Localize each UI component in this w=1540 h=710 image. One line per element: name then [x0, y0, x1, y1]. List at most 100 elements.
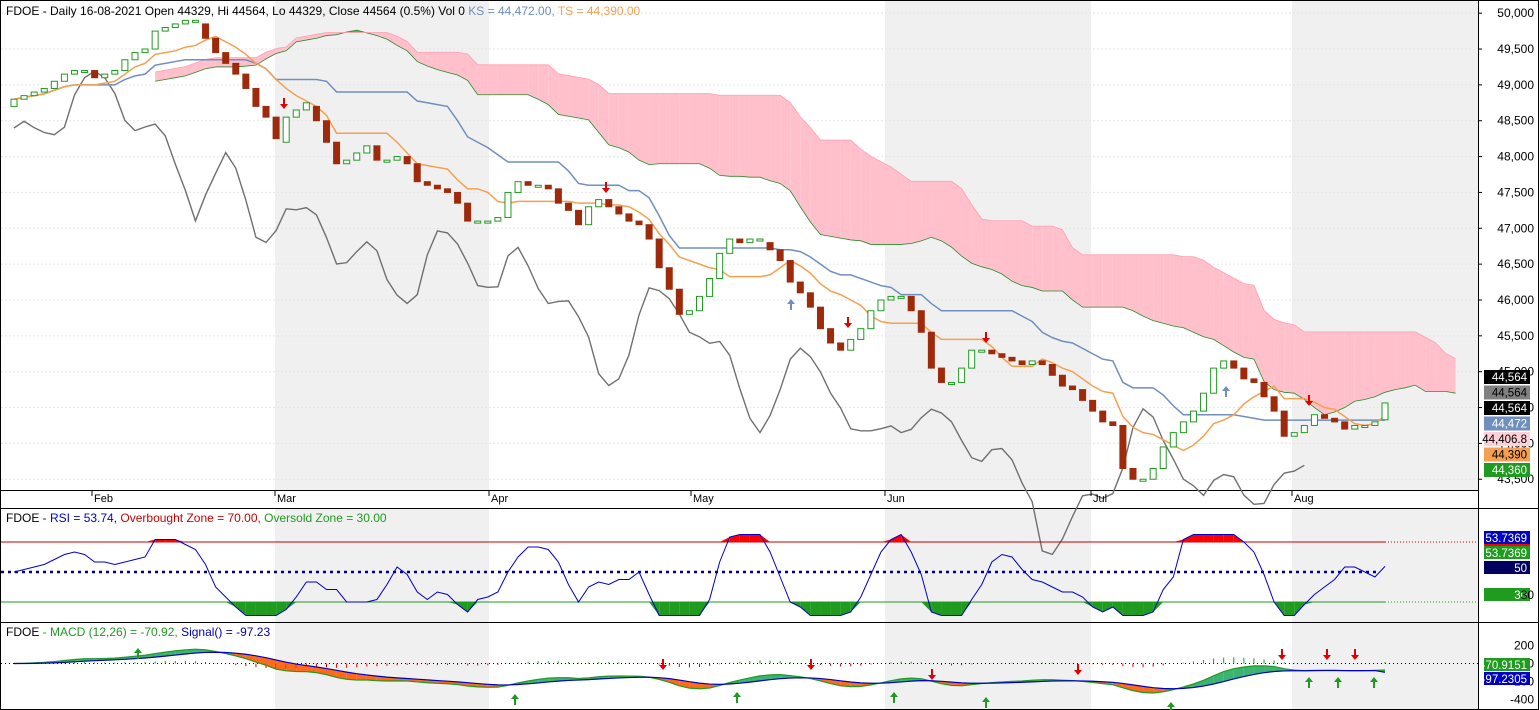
macd-fill: [286, 662, 297, 672]
macd-header-symbol: FDOE: [6, 625, 39, 639]
sell-arrow: [280, 98, 288, 109]
x-tick-label: Apr: [491, 493, 508, 505]
cloud-segment: [1364, 331, 1375, 400]
macd-fill: [255, 655, 267, 666]
cloud-segment: [699, 93, 710, 169]
cloud-segment: [1374, 331, 1385, 397]
rsi-tag: [1484, 588, 1530, 601]
macd-tag: [1484, 658, 1530, 671]
cloud-segment: [618, 93, 629, 153]
cloud-segment: [1022, 220, 1033, 288]
cloud-segment: [1284, 322, 1295, 394]
cloud-segment: [558, 73, 569, 117]
macd-tag: [1484, 672, 1530, 685]
candle-down: [796, 281, 804, 294]
rsi-oversold-fill: [941, 602, 952, 616]
cloud-segment: [1435, 342, 1446, 392]
candle-up: [141, 48, 149, 54]
price-grid: [1, 12, 1478, 480]
candle-down: [635, 220, 643, 226]
candle-up: [1371, 421, 1379, 426]
cloud-segment: [1334, 331, 1345, 413]
candle-up: [948, 381, 956, 385]
price-header-info: - Daily 16-08-2021 Open 44329, Hi 44564,…: [39, 4, 465, 18]
macd-fill: [1264, 665, 1275, 673]
candle-down: [1018, 360, 1026, 366]
macd-sell-arrow: [1074, 664, 1082, 675]
sell-arrow: [602, 182, 610, 193]
candle-down: [1038, 360, 1046, 366]
rsi-oversold-fill: [1092, 602, 1103, 612]
rsi-header-oversold: Oversold Zone = 30.00: [261, 511, 387, 525]
cloud-segment: [850, 140, 861, 241]
macd-buy-arrow: [1370, 677, 1378, 688]
candle-down: [1260, 381, 1268, 398]
candle-down: [615, 206, 623, 215]
candle-down: [917, 310, 925, 333]
cloud-segment: [1243, 283, 1254, 360]
rsi-overbought-fill: [729, 534, 740, 542]
cloud-segment: [1314, 331, 1325, 415]
macd-buy-arrow: [1334, 677, 1342, 688]
candle-up: [60, 73, 68, 82]
cloud-segment: [1253, 285, 1265, 382]
rsi-header-symbol: FDOE: [6, 511, 39, 525]
cloud-segment: [538, 64, 549, 105]
candle-up: [474, 220, 482, 224]
candle-down: [1079, 389, 1087, 401]
y-tick-label: 48,000: [1497, 150, 1534, 164]
rsi-overbought-fill: [165, 539, 176, 542]
candle-down: [222, 52, 230, 64]
macd-header-value: - MACD (12,26) = -70.92,: [39, 625, 177, 639]
cloud-segment: [1052, 226, 1063, 292]
sell-arrow: [982, 332, 990, 343]
candle-up: [1149, 467, 1157, 480]
kijun-sen-line: [13, 59, 1385, 421]
candle-down: [202, 23, 210, 39]
rsi-oversold-fill: [649, 602, 660, 616]
macd-fill: [296, 664, 307, 672]
x-tick-label: Feb: [94, 493, 113, 505]
candle-up: [1159, 446, 1167, 469]
candle-up: [756, 238, 764, 242]
cloud-segment: [1385, 331, 1396, 393]
candle-down: [766, 242, 774, 251]
rsi-overbought-fill: [891, 534, 902, 542]
cloud-segment: [749, 95, 760, 178]
cloud-segment: [1405, 331, 1416, 388]
cloud-segment: [598, 84, 609, 145]
cloud-segment: [467, 54, 478, 95]
rsi-oversold-fill: [850, 602, 861, 612]
candle-down: [443, 188, 451, 193]
cloud-segment: [840, 140, 851, 240]
candle-up: [1310, 414, 1318, 426]
macd-fill: [669, 678, 680, 686]
candle-down: [776, 249, 784, 262]
cloud-segment: [507, 64, 519, 95]
candle-up: [171, 23, 179, 29]
candle-up: [343, 159, 351, 165]
macd-fill: [1143, 686, 1154, 694]
rsi-tag-label: 50: [1514, 563, 1527, 575]
candle-down: [625, 213, 633, 222]
candle-up: [353, 152, 361, 161]
candle-down: [413, 163, 421, 183]
cloud-segment: [669, 93, 680, 164]
candle-down: [736, 238, 744, 244]
cloud-segment: [548, 64, 559, 115]
value-tag: [1484, 416, 1530, 431]
cloud-segment: [266, 48, 277, 59]
x-tick-label: May: [693, 493, 714, 505]
value-tag: [1484, 385, 1530, 400]
candle-up: [1361, 424, 1369, 428]
candle-up: [484, 220, 492, 224]
y-tick-label: 49,500: [1497, 42, 1534, 56]
rsi-overbought-fill: [175, 539, 186, 542]
cloud-segment: [639, 93, 650, 165]
candle-up: [363, 145, 371, 154]
candle-up: [887, 295, 895, 301]
candle-down: [998, 353, 1006, 358]
cloud-segment: [780, 95, 791, 191]
rsi-header: FDOE - RSI = 53.74, Overbought Zone = 70…: [6, 511, 387, 525]
cloud-segment: [770, 95, 781, 184]
